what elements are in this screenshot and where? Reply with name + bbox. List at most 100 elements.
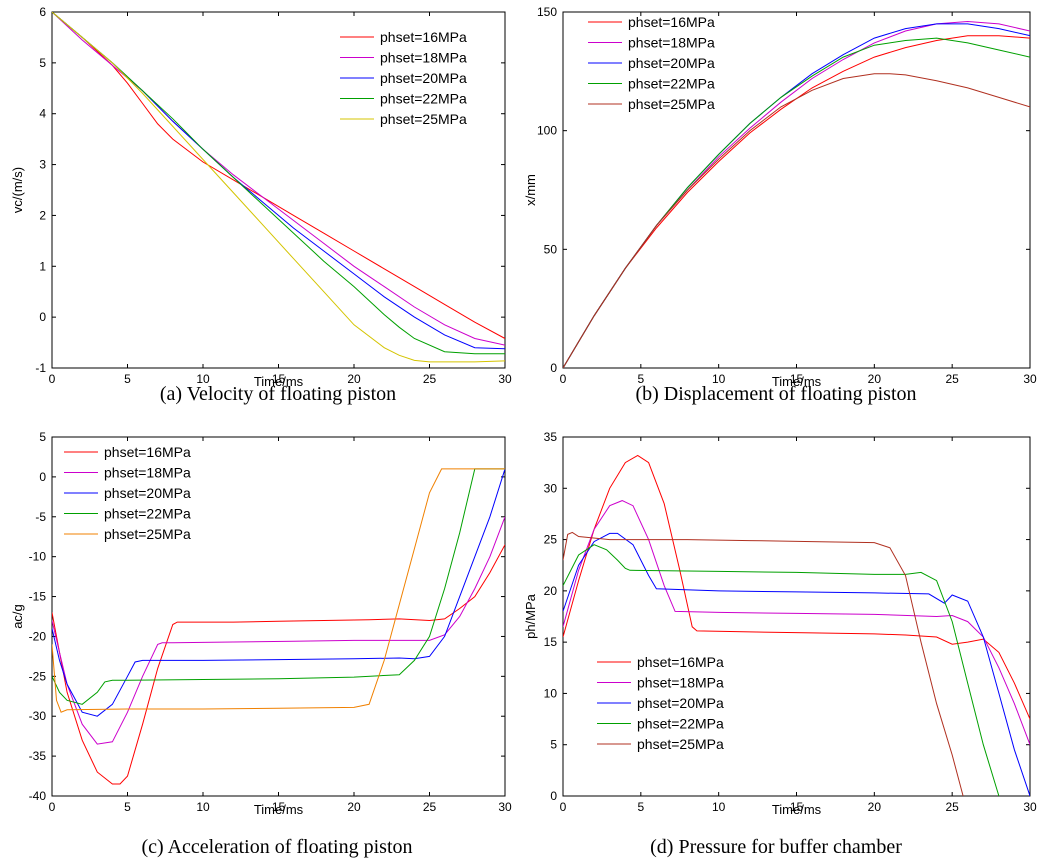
y-tick-label: 0 xyxy=(39,310,46,324)
x-tick-label: 0 xyxy=(49,372,56,386)
series-line-phset-25mpa xyxy=(563,531,964,796)
x-tick-label: 10 xyxy=(196,800,210,814)
x-tick-label: 10 xyxy=(712,800,726,814)
plot-area xyxy=(51,11,506,369)
y-axis-label: x/mm xyxy=(523,174,538,206)
y-tick-label: 2 xyxy=(39,208,46,222)
y-tick-label: -25 xyxy=(29,669,47,683)
y-tick-label: -20 xyxy=(29,629,47,643)
legend-label: phset=20MPa xyxy=(380,70,467,86)
panel-a-velocity: 0 5 10 15 20 25 30-10123456phset=16MPaphset=18… xyxy=(10,5,512,405)
y-tick-label: -10 xyxy=(29,550,47,564)
legend-label: phset=16MPa xyxy=(628,14,715,30)
y-tick-label: -1 xyxy=(35,361,46,375)
legend-label: phset=25MPa xyxy=(628,96,715,112)
legend-label: phset=22MPa xyxy=(380,91,467,107)
y-tick-label: -5 xyxy=(35,510,46,524)
series-line-phset-22mpa xyxy=(52,12,505,355)
legend-label: phset=18MPa xyxy=(628,35,715,51)
series-line-phset-18mpa xyxy=(52,516,505,745)
x-tick-label: 30 xyxy=(1023,800,1037,814)
x-axis-label: Time/ms xyxy=(772,802,822,817)
x-tick-label: 20 xyxy=(347,372,361,386)
y-tick-label: 25 xyxy=(544,533,558,547)
y-axis-label: ac/g xyxy=(10,604,25,629)
legend-label: phset=25MPa xyxy=(637,736,724,752)
x-tick-label: 15 xyxy=(790,372,804,386)
y-tick-label: 50 xyxy=(544,242,558,256)
x-tick-label: 30 xyxy=(498,372,512,386)
y-tick-label: -30 xyxy=(29,709,47,723)
x-tick-label: 20 xyxy=(868,372,882,386)
legend-label: phset=16MPa xyxy=(104,444,191,460)
y-tick-label: 1 xyxy=(39,259,46,273)
legend-label: phset=25MPa xyxy=(380,111,467,127)
legend-label: phset=22MPa xyxy=(104,506,191,522)
x-axis-label: Time/ms xyxy=(254,374,304,389)
x-axis-label: Time/ms xyxy=(772,374,822,389)
x-tick-label: 25 xyxy=(423,372,437,386)
y-tick-label: 30 xyxy=(544,481,558,495)
y-tick-label: -15 xyxy=(29,590,47,604)
series-line-phset-25mpa xyxy=(52,12,505,363)
series-line-phset-25mpa xyxy=(563,73,1030,368)
legend-label: phset=20MPa xyxy=(637,695,724,711)
panel-caption: (c) Acceleration of floating piston xyxy=(141,836,412,858)
legend-label: phset=18MPa xyxy=(637,675,724,691)
y-tick-label: 4 xyxy=(39,107,46,121)
x-tick-label: 25 xyxy=(945,372,959,386)
panel-caption: (d) Pressure for buffer chamber xyxy=(650,836,902,858)
legend-label: phset=22MPa xyxy=(637,716,724,732)
legend-label: phset=22MPa xyxy=(628,76,715,92)
plot-area xyxy=(562,436,1031,797)
legend-label: phset=18MPa xyxy=(104,465,191,481)
y-tick-label: 35 xyxy=(544,430,558,444)
legend-label: phset=16MPa xyxy=(380,29,467,45)
series-line-phset-25mpa xyxy=(52,468,505,713)
series-line-phset-20mpa xyxy=(563,532,1030,796)
series-line-phset-22mpa xyxy=(563,544,1000,796)
legend-label: phset=20MPa xyxy=(628,55,715,71)
x-axis-label: Time/ms xyxy=(254,802,304,817)
x-tick-label: 15 xyxy=(790,800,804,814)
series-line-phset-20mpa xyxy=(52,468,505,717)
x-tick-label: 20 xyxy=(868,800,882,814)
x-tick-label: 15 xyxy=(272,372,286,386)
y-tick-label: 0 xyxy=(550,361,557,375)
y-axis-label: ph/MPa xyxy=(523,593,538,639)
y-tick-label: -35 xyxy=(29,749,47,763)
x-tick-label: 30 xyxy=(1023,372,1037,386)
x-tick-label: 5 xyxy=(637,800,644,814)
plot-area xyxy=(51,436,506,797)
legend-label: phset=25MPa xyxy=(104,526,191,542)
panel-caption: (a) Velocity of floating piston xyxy=(160,383,396,405)
y-tick-label: 5 xyxy=(39,56,46,70)
x-tick-label: 25 xyxy=(945,800,959,814)
y-tick-label: 100 xyxy=(537,124,557,138)
x-tick-label: 5 xyxy=(124,372,131,386)
y-tick-label: 20 xyxy=(544,584,558,598)
legend-label: phset=16MPa xyxy=(637,654,724,670)
panel-c-acceleration: 0 5 10 15 20 25 30 -40 -35 -30 -25 -20 -15 -10 -5 0 5 phs… xyxy=(10,430,512,858)
y-tick-label: 0 xyxy=(39,470,46,484)
y-tick-label: 3 xyxy=(39,158,46,172)
x-tick-label: 0 xyxy=(49,800,56,814)
x-tick-label: 10 xyxy=(712,372,726,386)
x-tick-label: 10 xyxy=(196,372,210,386)
x-tick-label: 5 xyxy=(637,372,644,386)
x-tick-label: 30 xyxy=(498,800,512,814)
plot-area xyxy=(562,11,1031,369)
x-tick-label: 5 xyxy=(124,800,131,814)
y-tick-label: 10 xyxy=(544,686,558,700)
legend-label: phset=18MPa xyxy=(380,50,467,66)
y-tick-label: 15 xyxy=(544,635,558,649)
y-tick-label: -40 xyxy=(29,789,47,803)
legend-label: phset=20MPa xyxy=(104,485,191,501)
series-line-phset-16mpa xyxy=(52,544,505,785)
series-line-phset-16mpa xyxy=(52,12,505,339)
panel-d-pressure: 0 5 10 15 20 25 30 0 5 10 15 20 25 30 35 phset=16MPa phs… xyxy=(523,430,1037,858)
y-tick-label: 6 xyxy=(39,5,46,19)
series-line-phset-22mpa xyxy=(52,468,505,705)
y-tick-label: 150 xyxy=(537,5,557,19)
y-axis-label: vc/(m/s) xyxy=(10,167,25,213)
